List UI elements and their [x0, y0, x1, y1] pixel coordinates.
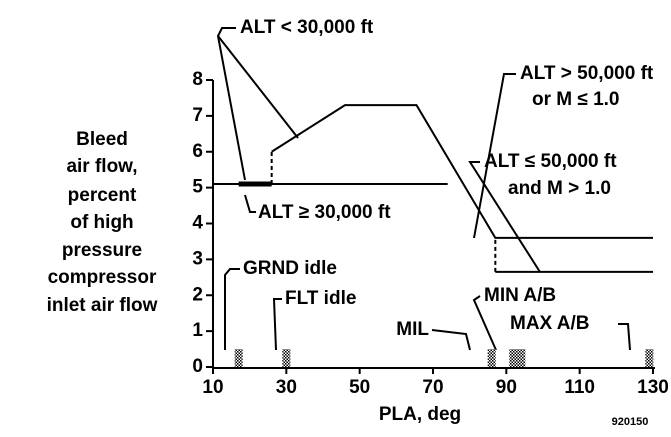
position-marker	[234, 349, 243, 367]
x-tick-label: 50	[349, 377, 370, 398]
position-marker	[282, 349, 291, 367]
y-axis-label: inlet air flow	[47, 295, 158, 316]
position-marker	[509, 349, 526, 367]
y-tick-label: 0	[192, 356, 203, 377]
y-tick-label: 4	[192, 213, 203, 234]
annotation: MAX A/B	[510, 313, 590, 334]
y-tick-label: 7	[192, 105, 203, 126]
y-axis-label: pressure	[62, 240, 142, 261]
x-tick-label: 90	[496, 377, 517, 398]
x-tick-label: 30	[276, 377, 297, 398]
y-axis-label: percent	[68, 185, 137, 206]
annotation: ALT > 50,000 ft	[520, 63, 654, 84]
y-tick-label: 8	[192, 69, 203, 90]
y-tick-label: 3	[192, 248, 203, 269]
leaders	[216, 27, 631, 351]
annotation: MIL	[396, 319, 429, 340]
y-tick-label: 5	[192, 177, 203, 198]
annotation: and M > 1.0	[508, 178, 611, 199]
y-axis-label: Bleed	[76, 129, 128, 150]
annotation: GRND idle	[243, 258, 337, 279]
annotation: FLT idle	[285, 288, 356, 309]
x-tick-label: 70	[422, 377, 443, 398]
x-tick-label: 130	[637, 377, 669, 398]
y-tick-label: 2	[192, 284, 203, 305]
annotation: ALT ≤ 50,000 ft	[484, 151, 617, 172]
y-axis-label: compressor	[48, 267, 157, 288]
line	[271, 104, 653, 239]
annotation: MIN A/B	[484, 285, 556, 306]
x-tick-label: 10	[202, 377, 223, 398]
annotation: or M ≤ 1.0	[532, 89, 620, 110]
annotation: ALT < 30,000 ft	[240, 17, 374, 38]
position-marker	[645, 349, 654, 367]
y-axis-label: of high	[70, 212, 133, 233]
figure-id: 920150	[612, 416, 649, 428]
y-tick-label: 6	[192, 141, 203, 162]
position-marker	[487, 349, 496, 367]
x-axis-label: PLA, deg	[379, 404, 461, 425]
y-axis-label: air flow,	[66, 156, 137, 177]
annotation: ALT ≥ 30,000 ft	[258, 202, 391, 223]
y-tick-label: 1	[192, 320, 203, 341]
x-tick-label: 110	[564, 377, 595, 398]
